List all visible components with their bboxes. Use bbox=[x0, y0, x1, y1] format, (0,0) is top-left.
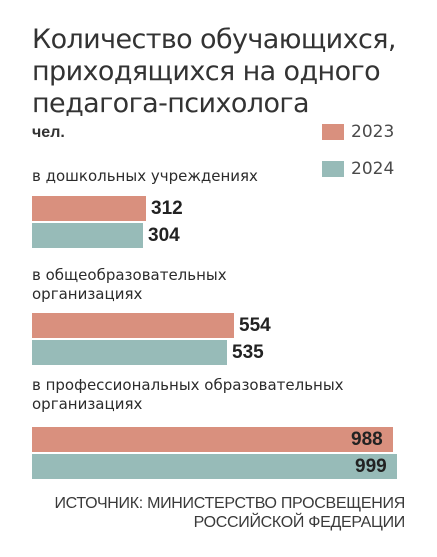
category-label-preschool: в дошкольных учреждениях bbox=[32, 167, 258, 185]
legend-swatch-2023 bbox=[322, 124, 344, 140]
bar-2024-3 bbox=[32, 454, 397, 479]
source-note: ИСТОЧНИК: МИНИСТЕРСТВО ПРОСВЕЩЕНИЯ РОССИ… bbox=[54, 495, 405, 531]
bar-2023-3 bbox=[32, 427, 393, 452]
bar-value-2024-1: 304 bbox=[148, 225, 180, 246]
bar-2023-1 bbox=[32, 196, 146, 221]
bar-value-2024-2: 535 bbox=[232, 342, 264, 363]
legend-swatch-2024 bbox=[322, 161, 344, 177]
legend-item-2023: 2023 bbox=[322, 122, 395, 142]
category-label-general: в общеобразовательных организациях bbox=[32, 266, 227, 303]
bar-2024-1 bbox=[32, 223, 143, 248]
bar-value-2024-3: 999 bbox=[355, 456, 387, 477]
legend-label-2024: 2024 bbox=[351, 159, 395, 179]
category-label-professional: в профессиональных образовательных орган… bbox=[32, 376, 344, 413]
legend-label-2023: 2023 bbox=[351, 122, 395, 142]
bar-value-2023-2: 554 bbox=[239, 315, 271, 336]
bar-value-2023-1: 312 bbox=[151, 198, 183, 219]
chart-title: Количество обучающихся, приходящихся на … bbox=[32, 24, 396, 119]
unit-label: чел. bbox=[32, 124, 65, 141]
bar-2024-2 bbox=[32, 340, 227, 365]
legend-item-2024: 2024 bbox=[322, 159, 395, 179]
bar-2023-2 bbox=[32, 313, 234, 338]
bar-value-2023-3: 988 bbox=[351, 429, 383, 450]
